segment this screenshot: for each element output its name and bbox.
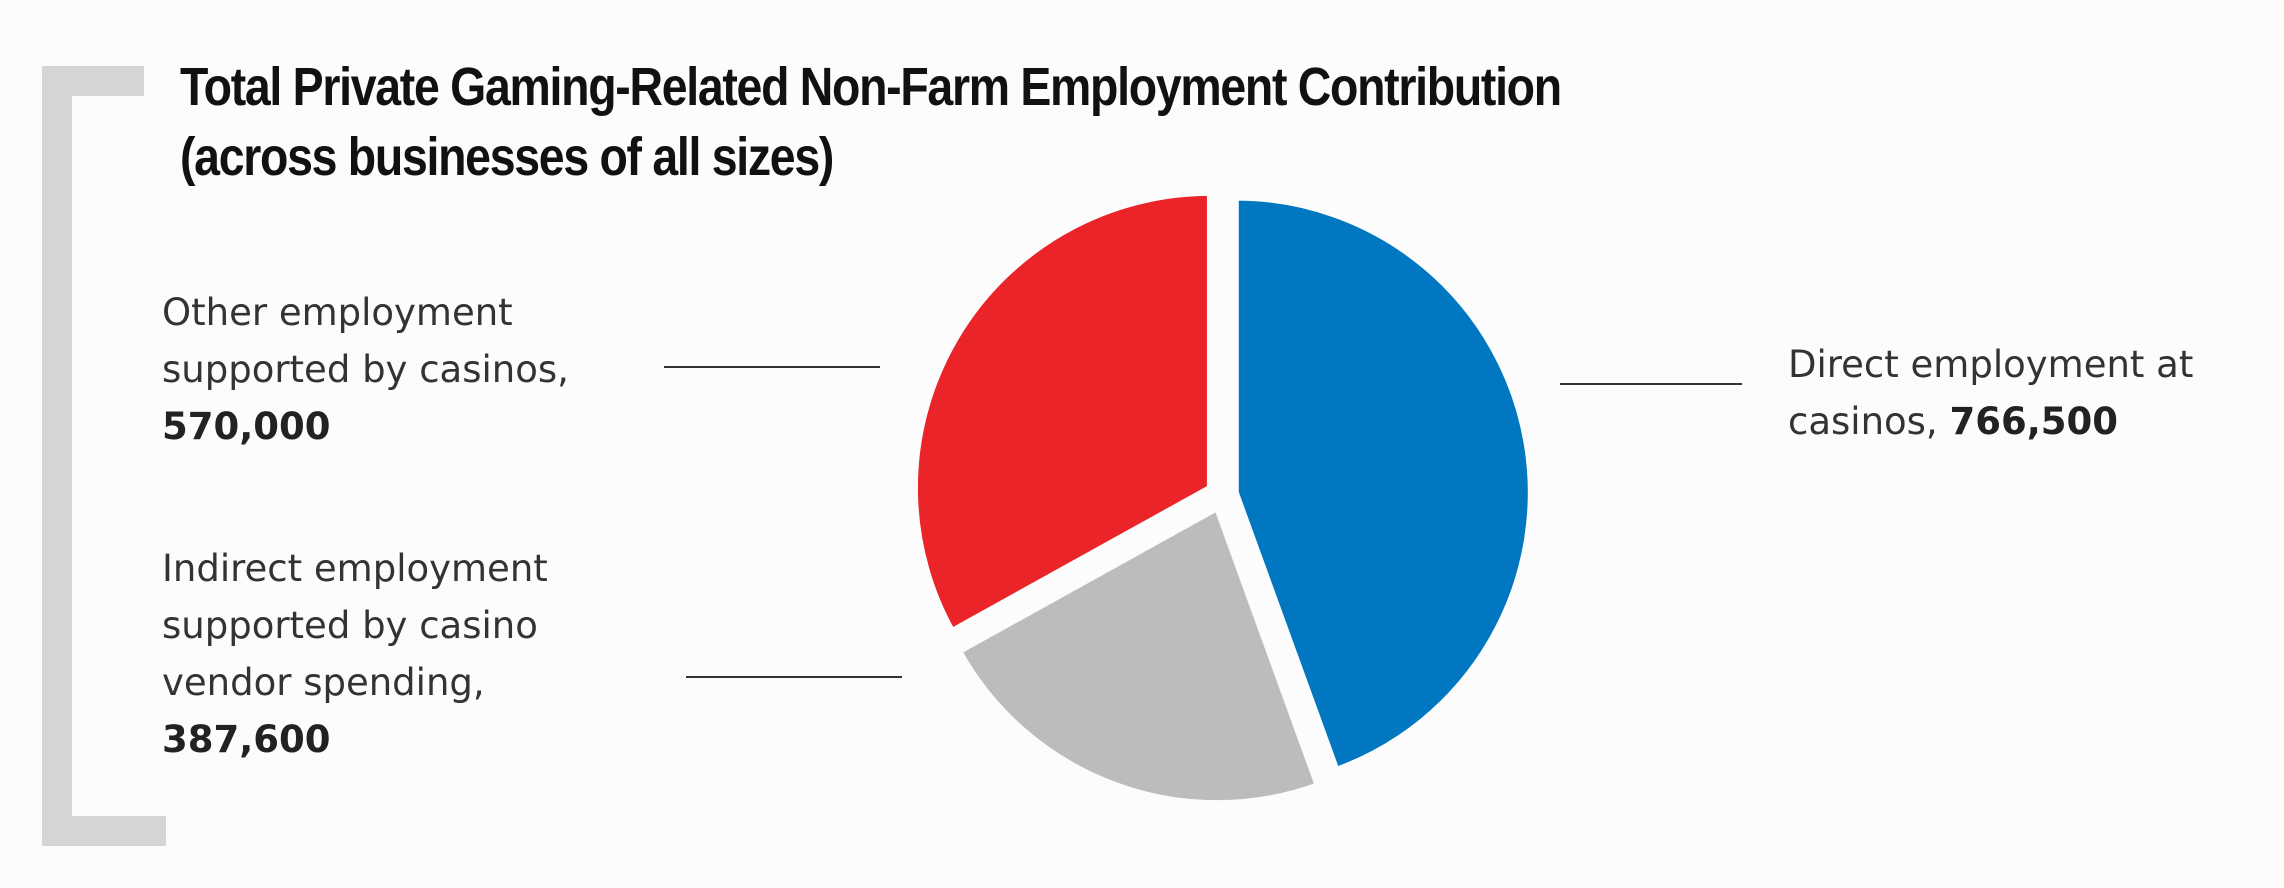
slice-label-indirect-line3: vendor spending, [162,661,485,704]
slice-label-other-line1: Other employment [162,291,513,334]
pie-slice-direct [1232,194,1534,773]
pie-slice-other [912,189,1213,634]
slice-value-indirect: 387,600 [162,718,331,761]
slice-label-other: Other employment supported by casinos, 5… [162,284,569,455]
slice-label-direct-line2: casinos, [1788,400,1938,443]
bracket-bottom [42,816,166,846]
slice-label-indirect-line2: supported by casino [162,604,538,647]
chart-subtitle: (across businesses of all sizes) [180,127,834,187]
slice-label-direct: Direct employment at casinos, 766,500 [1788,336,2193,450]
chart-title: Total Private Gaming-Related Non-Farm Em… [180,52,1562,192]
slice-label-indirect: Indirect employment supported by casino … [162,540,548,768]
chart-title-line: Total Private Gaming-Related Non-Farm Em… [180,57,1562,117]
slice-value-direct: 766,500 [1949,400,2118,443]
slice-label-direct-line1: Direct employment at [1788,343,2194,386]
slice-label-other-line2: supported by casinos, [162,348,569,391]
slice-label-indirect-line1: Indirect employment [162,547,548,590]
bracket-top [42,66,144,96]
bracket-vertical [42,66,72,846]
slice-value-other: 570,000 [162,405,331,448]
pie-slice-indirect [956,505,1321,807]
